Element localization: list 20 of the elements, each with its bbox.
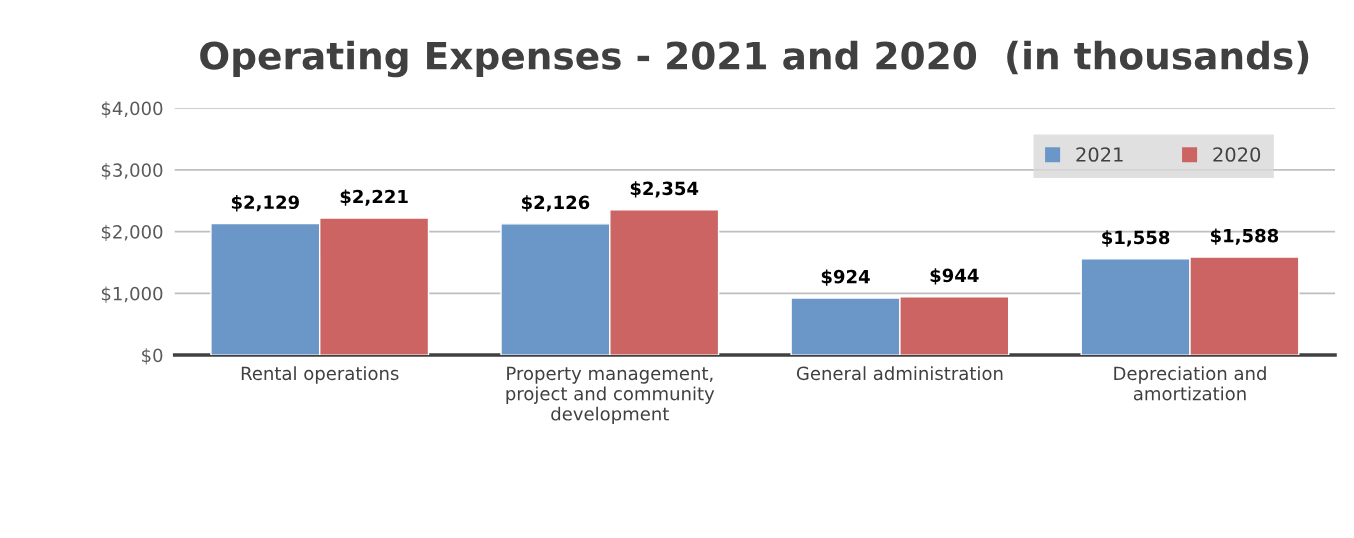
legend-label: 2021 xyxy=(1076,147,1123,162)
data-label: $1,558 xyxy=(1102,230,1170,247)
y-tick-label: $2,000 xyxy=(101,224,163,242)
data-label: $2,354 xyxy=(630,181,699,198)
y-tick-label: $1,000 xyxy=(101,286,163,303)
legend-label: 2020 xyxy=(1213,147,1261,162)
chart-title: Operating Expenses - 2021 and 2020 (in thousands) xyxy=(200,40,1309,78)
x-tick-label: General administration xyxy=(796,366,1003,381)
data-label: $2,221 xyxy=(340,189,408,206)
x-tick-label: Rental operations xyxy=(241,366,399,384)
y-tick-label: $3,000 xyxy=(101,163,163,180)
data-label: $924 xyxy=(821,269,870,286)
x-tick-label: Property management, project and community development xyxy=(506,366,715,425)
y-tick-label: $4,000 xyxy=(101,101,163,118)
data-label: $1,588 xyxy=(1210,228,1279,245)
data-label: $944 xyxy=(930,268,979,285)
data-label: $2,126 xyxy=(521,195,590,212)
data-label: $2,129 xyxy=(231,195,299,212)
y-tick-label: $0 xyxy=(142,348,163,365)
x-tick-label: Depreciation and amortization xyxy=(1114,366,1266,401)
